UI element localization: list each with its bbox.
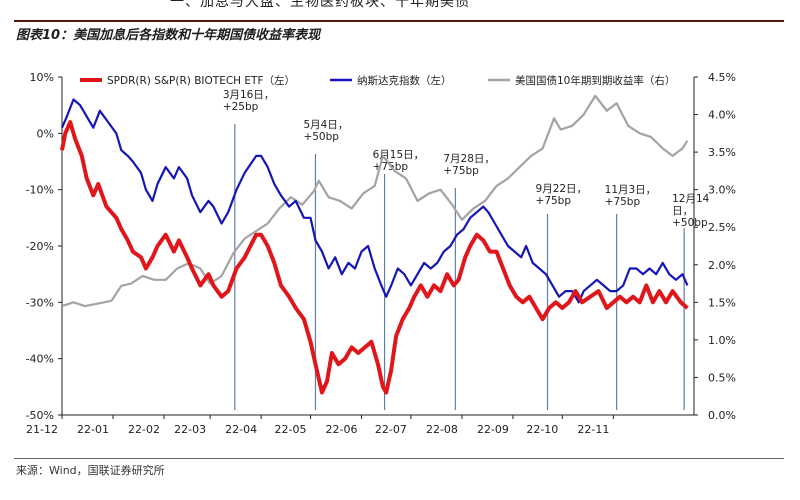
y-right-tick-label: 2.0% (708, 259, 736, 272)
legend-label-spdr: SPDR(R) S&P(R) BIOTECH ETF（左） (107, 74, 295, 87)
rate-hike-label: +50bp (672, 217, 708, 229)
y-right-tick-label: 3.5% (708, 146, 736, 159)
x-tick-label: 22-10 (526, 423, 558, 436)
top-cropped-text: 一、加息与大盘、生物医药板块、十年期美债 (0, 0, 800, 10)
series-line-nasdaq (60, 98, 689, 304)
x-tick-label: 21-12 (26, 423, 58, 436)
rate-hike-label: +75bp (443, 165, 479, 177)
series-layer (60, 94, 689, 395)
source-note: 来源：Wind，国联证券研究所 (16, 464, 165, 477)
y-right-tick-label: 1.5% (708, 296, 736, 309)
y-left-tick-label: 10% (30, 71, 54, 84)
rate-hike-label: 日， (672, 205, 693, 217)
x-tick-label: 22-07 (375, 423, 407, 436)
title-rule (14, 20, 784, 22)
legend-label-treasury: 美国国债10年期到期收益率（右） (515, 74, 675, 87)
y-right-tick-label: 1.0% (708, 334, 736, 347)
legend: SPDR(R) S&P(R) BIOTECH ETF（左） 纳斯达克指数（左） 美国… (80, 74, 675, 87)
x-tick-label: 22-02 (128, 423, 160, 436)
annotation-layer: 3月16日，+25bp5月4日，+50bp6月15日，+75bp7月28日，+7… (223, 89, 710, 410)
chart-svg: 10% 0% -10% -20% -30% -40% -50% 4.5% 4.0% 3.5% 3.0… (26, 71, 736, 436)
series-line-treasury (61, 94, 689, 308)
y-right-tick-label: 0.0% (708, 409, 736, 422)
rate-hike-label: 6月15日， (373, 149, 425, 161)
y-left-tick-label: -40% (26, 353, 54, 366)
axes-layer: 10% 0% -10% -20% -30% -40% -50% 4.5% 4.0% 3.5% 3.0… (26, 71, 736, 436)
y-left-tick-label: -10% (26, 184, 54, 197)
y-right-tick-label: 4.0% (708, 109, 736, 122)
legend-label-nasdaq: 纳斯达克指数（左） (357, 74, 452, 87)
rate-hike-label: 12月14 (672, 193, 710, 205)
y-right-tick-label: 0.5% (708, 371, 736, 384)
rate-hike-label: +50bp (303, 131, 339, 143)
x-tick-label: 22-03 (174, 423, 206, 436)
rate-hike-label: 9月22日， (536, 183, 588, 195)
x-tick-label: 22-11 (577, 423, 609, 436)
rate-hike-label: 3月16日， (223, 89, 275, 101)
y-left-tick-label: -20% (26, 240, 54, 253)
y-left-tick-label: -50% (26, 409, 54, 422)
x-tick-label: 22-08 (426, 423, 458, 436)
figure-title: 图表10：美国加息后各指数和十年期国债收益率表现 (16, 28, 321, 43)
x-tick-label: 22-04 (225, 423, 257, 436)
x-tick-label: 22-01 (77, 423, 109, 436)
y-left-tick-label: -30% (26, 296, 54, 309)
y-right-tick-label: 3.0% (708, 184, 736, 197)
x-tick-label: 22-09 (477, 423, 509, 436)
rate-hike-label: 11月3日， (605, 184, 657, 196)
rate-hike-label: 7月28日， (443, 153, 495, 165)
series-line-spdr (60, 120, 689, 395)
y-left-tick-label: 0% (37, 127, 54, 140)
rate-hike-label: +75bp (605, 196, 641, 208)
rate-hike-label: +25bp (223, 101, 259, 113)
source-rule (14, 458, 784, 459)
rate-hike-label: 5月4日， (303, 119, 348, 131)
x-tick-label: 22-05 (275, 423, 307, 436)
y-right-tick-label: 4.5% (708, 71, 736, 84)
x-tick-label: 22-06 (326, 423, 358, 436)
top-cropped-label: 一、加息与大盘、生物医药板块、十年期美债 (170, 0, 470, 10)
y-right-tick-label: 2.5% (708, 221, 736, 234)
rate-hike-label: +75bp (536, 195, 572, 207)
